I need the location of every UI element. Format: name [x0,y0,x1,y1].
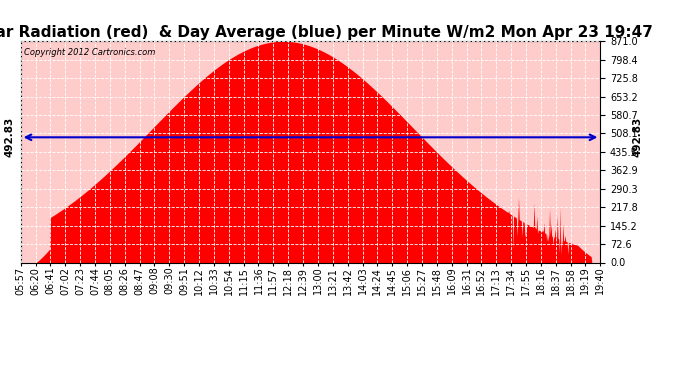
Text: 492.83: 492.83 [5,117,15,158]
Text: 492.83: 492.83 [632,117,642,158]
Text: Copyright 2012 Cartronics.com: Copyright 2012 Cartronics.com [23,48,155,57]
Title: Solar Radiation (red)  & Day Average (blue) per Minute W/m2 Mon Apr 23 19:47: Solar Radiation (red) & Day Average (blu… [0,25,653,40]
